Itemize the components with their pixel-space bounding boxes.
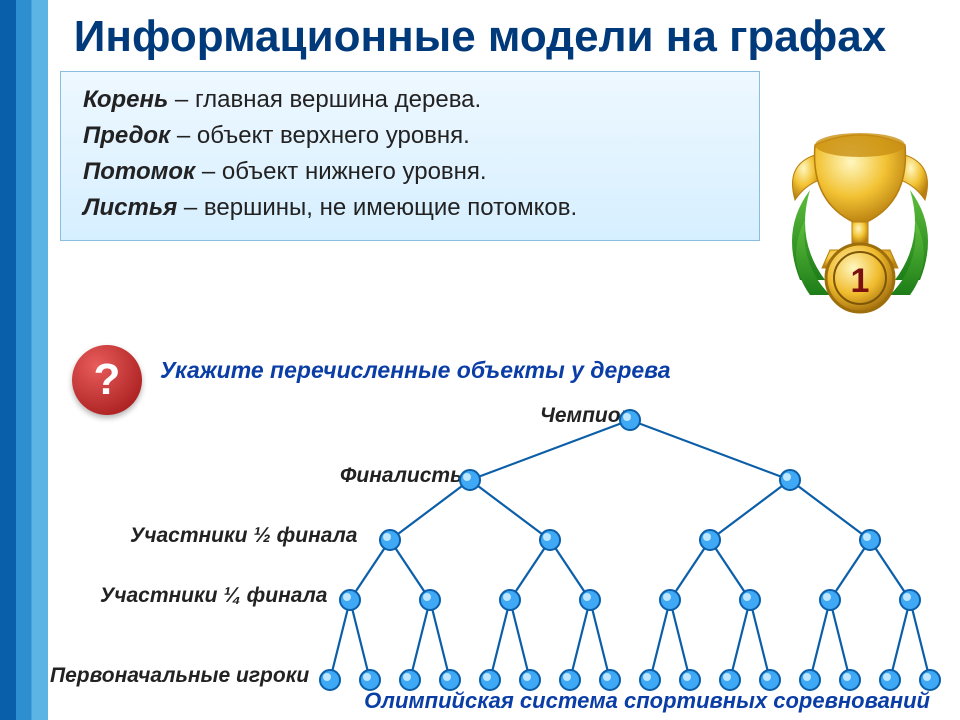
def-line: Корень – главная вершина дерева. <box>83 82 737 118</box>
definitions-panel: Корень – главная вершина дерева. Предок … <box>60 71 760 241</box>
page-title: Информационные модели на графах <box>0 0 960 71</box>
footer-caption: Олимпийская система спортивных соревнова… <box>364 688 930 714</box>
def-line: Предок – объект верхнего уровня. <box>83 118 737 154</box>
trophy-icon: 1 <box>770 110 950 325</box>
bracket-tree: Чемпион Финалисты Участники ½ финала Уча… <box>0 390 960 720</box>
tree-svg <box>270 390 950 700</box>
def-line: Потомок – объект нижнего уровня. <box>83 154 737 190</box>
def-line: Листья – вершины, не имеющие потомков. <box>83 190 737 226</box>
trophy-badge-number: 1 <box>851 262 870 300</box>
prompt-text: Укажите перечисленные объекты у дерева <box>160 357 671 384</box>
